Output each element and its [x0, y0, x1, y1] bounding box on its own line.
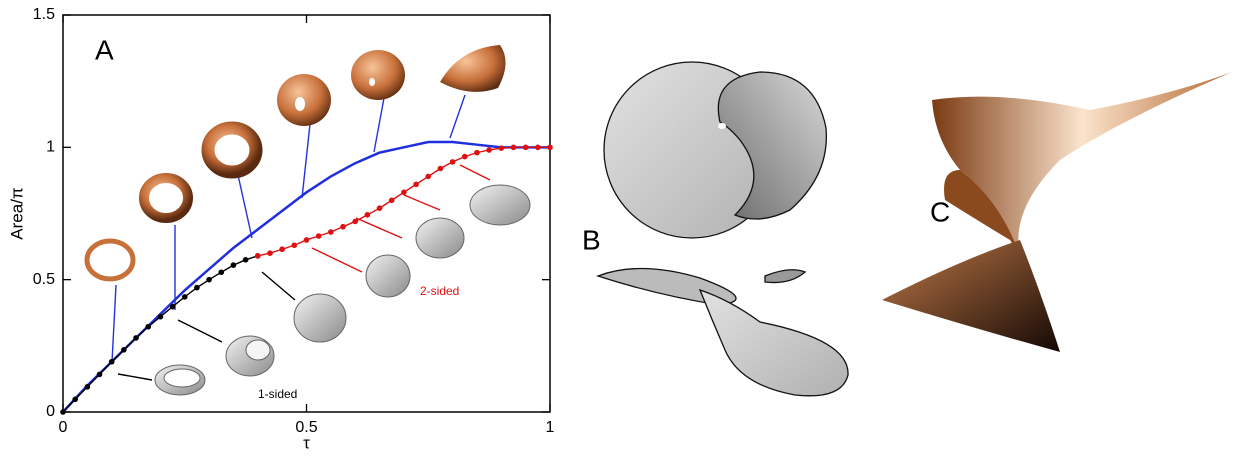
data-point	[279, 246, 285, 252]
data-point	[72, 396, 78, 402]
series-label: 1-sided	[258, 387, 297, 401]
data-point	[474, 150, 480, 156]
data-point	[499, 145, 505, 151]
y-tick-label: 1	[46, 139, 55, 156]
data-point	[292, 242, 298, 248]
panel-label: B	[582, 224, 601, 255]
data-point	[109, 359, 115, 365]
data-point	[158, 314, 164, 320]
data-point	[486, 147, 492, 153]
panel-a-illustrations	[87, 45, 530, 395]
series-label: 2-sided	[420, 284, 459, 298]
x-axis-label: τ	[303, 433, 310, 452]
data-point	[145, 324, 151, 330]
orange-tori	[87, 128, 256, 279]
data-point	[206, 277, 212, 283]
data-point	[450, 159, 456, 165]
gray-shapes	[155, 185, 530, 395]
data-point	[462, 154, 468, 160]
panel-label: C	[930, 196, 950, 227]
x-tick-label: 0	[59, 419, 68, 436]
data-point	[425, 174, 431, 180]
data-point	[547, 145, 553, 151]
data-point	[401, 190, 407, 196]
data-point	[121, 347, 127, 353]
data-point	[352, 219, 358, 225]
data-point	[194, 285, 200, 291]
data-point	[255, 253, 261, 259]
data-point	[60, 409, 66, 415]
y-axis-label: Area/π	[7, 187, 26, 239]
blue-leaders	[112, 95, 465, 362]
figure: 00.5100.511.5τArea/πA1-sided2-sidedBC	[0, 0, 1233, 456]
y-tick-label: 0.5	[33, 271, 55, 288]
data-point	[170, 304, 176, 310]
data-point	[523, 145, 529, 151]
data-point	[365, 212, 371, 218]
series	[60, 253, 260, 415]
panel-b-illustration	[598, 62, 848, 396]
data-point	[182, 294, 188, 300]
panel-label: A	[95, 34, 114, 65]
series-line	[63, 142, 550, 412]
data-point	[340, 224, 346, 230]
y-tick-label: 0	[46, 403, 55, 420]
red-leaders	[312, 165, 490, 272]
y-tick-label: 1.5	[33, 6, 55, 23]
data-point	[535, 145, 541, 151]
data-point	[304, 237, 310, 243]
data-point	[133, 335, 139, 341]
data-point	[243, 257, 249, 263]
data-point	[97, 372, 103, 378]
data-point	[316, 233, 322, 239]
data-point	[511, 145, 517, 151]
data-point	[218, 269, 224, 275]
orange-solids	[277, 45, 506, 126]
series	[63, 142, 550, 412]
data-point	[389, 197, 395, 203]
data-point	[85, 384, 91, 390]
x-tick-label: 1	[546, 419, 555, 436]
data-point	[267, 250, 273, 256]
data-point	[377, 205, 383, 211]
data-point	[413, 182, 419, 188]
data-point	[328, 229, 334, 235]
data-point	[231, 262, 237, 268]
data-point	[438, 166, 444, 172]
